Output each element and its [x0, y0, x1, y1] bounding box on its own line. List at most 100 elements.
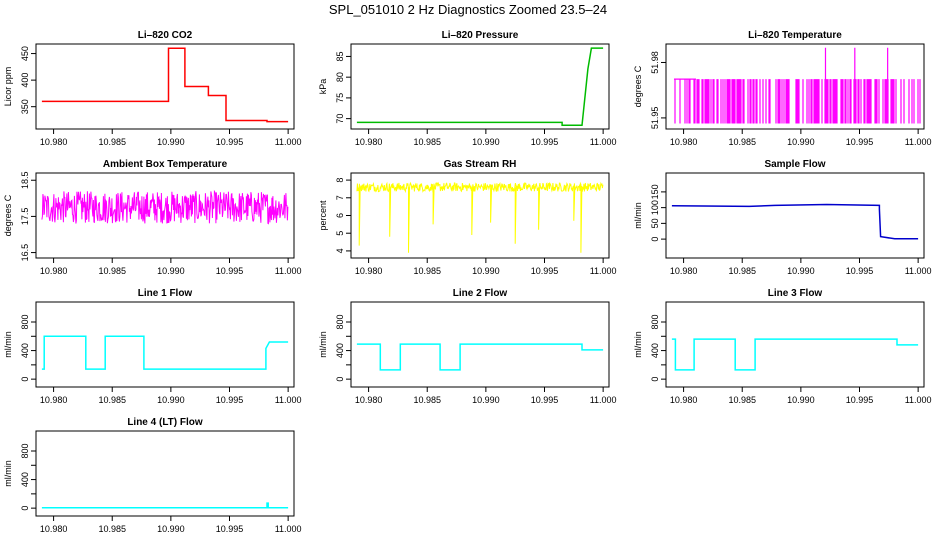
- panel-6-xtick-label: 10.990: [787, 266, 815, 276]
- panel-1-ytick-label: 350: [20, 99, 30, 114]
- panel-3-xtick-label: 10.990: [787, 137, 815, 147]
- panel-9-ytick-label: 400: [650, 343, 660, 358]
- panel-10-xtick-label: 10.990: [157, 524, 185, 534]
- panel-6-frame: [665, 172, 925, 259]
- panel-2-ytick-label: 70: [335, 114, 345, 124]
- panel-9-xtick-label: 10.980: [670, 395, 698, 405]
- panel-9-frame: [665, 301, 925, 388]
- panel-6-xtick-label: 11.000: [905, 266, 932, 276]
- panel-10-ytick-label: 400: [20, 472, 30, 487]
- panel-10-ytick-label: 800: [20, 443, 30, 458]
- panel-8-xtick-label: 10.995: [531, 395, 559, 405]
- panel-9-xtick-label: 10.995: [846, 395, 874, 405]
- panel-4-frame: [35, 172, 295, 259]
- page-title: SPL_051010 2 Hz Diagnostics Zoomed 23.5–…: [328, 2, 608, 17]
- panel-3-series-line: [674, 47, 921, 124]
- panel-5-xtick-label: 10.980: [355, 266, 383, 276]
- panel-3-xtick-label: 10.995: [846, 137, 874, 147]
- panel-4-series-line: [41, 189, 289, 225]
- panel-1-xtick-label: 10.985: [98, 137, 126, 147]
- panel-3-frame: [665, 43, 925, 130]
- panel-4-xtick-label: 10.990: [157, 266, 185, 276]
- panel-9-ytick-label: 800: [650, 314, 660, 329]
- panel-2-xtick-label: 11.000: [590, 137, 617, 147]
- panel-2-xtick-label: 10.995: [531, 137, 559, 147]
- panel-6-ytick-label: 100: [650, 200, 660, 215]
- panel-1-xtick-label: 11.000: [275, 137, 302, 147]
- panel-7-ytick-label: 400: [20, 343, 30, 358]
- panel-8-ytick-label: 0: [335, 377, 345, 382]
- panel-10-frame: [35, 430, 295, 517]
- panel-4-xtick-label: 11.000: [275, 266, 302, 276]
- panel-7-frame: [35, 301, 295, 388]
- panel-9-xtick-label: 10.990: [787, 395, 815, 405]
- panel-6-ytick-label: 50: [650, 218, 660, 228]
- panel-4-xtick-label: 10.995: [216, 266, 244, 276]
- panel-5-xtick-label: 10.995: [531, 266, 559, 276]
- panel-2-xtick-label: 10.985: [413, 137, 441, 147]
- panel-2-title: Li–820 Pressure: [442, 30, 519, 41]
- panel-9-xtick-label: 10.985: [728, 395, 756, 405]
- panel-7-ylabel: ml/min: [3, 331, 13, 358]
- panel-8-xtick-label: 10.990: [472, 395, 500, 405]
- panel-7-xtick-label: 10.990: [157, 395, 185, 405]
- panel-2-xtick-label: 10.990: [472, 137, 500, 147]
- panel-7-xtick-label: 10.995: [216, 395, 244, 405]
- panel-3-xtick-label: 10.985: [728, 137, 756, 147]
- panel-7-ytick-label: 800: [20, 314, 30, 329]
- panel-6-title: Sample Flow: [764, 159, 825, 170]
- panel-6-xtick-label: 10.995: [846, 266, 874, 276]
- panel-2-frame: [350, 43, 610, 130]
- panel-2-xtick-label: 10.980: [355, 137, 383, 147]
- panel-1-xtick-label: 10.990: [157, 137, 185, 147]
- panel-5-ytick-label: 4: [335, 248, 345, 253]
- panel-5-title: Gas Stream RH: [444, 159, 517, 170]
- panel-2-series-line: [356, 47, 604, 127]
- panel-8-xtick-label: 10.980: [355, 395, 383, 405]
- panel-3-ytick-label: 51.98: [650, 51, 660, 74]
- panel-5-ylabel: percent: [318, 200, 328, 231]
- panel-8-frame: [350, 301, 610, 388]
- panel-6-ytick-label: 150: [650, 184, 660, 199]
- panel-10-xtick-label: 11.000: [275, 524, 302, 534]
- panel-2-ytick-label: 75: [335, 93, 345, 103]
- panel-7-series-line: [41, 335, 289, 370]
- panel-7-title: Line 1 Flow: [138, 288, 193, 299]
- panel-5-ytick-label: 7: [335, 195, 345, 200]
- panel-8-ytick-label: 800: [335, 314, 345, 329]
- panel-1-ytick-label: 400: [20, 73, 30, 88]
- panel-7-xtick-label: 10.980: [40, 395, 68, 405]
- panel-5-ytick-label: 8: [335, 178, 345, 183]
- panel-2-ytick-label: 85: [335, 51, 345, 61]
- panel-10-ylabel: ml/min: [3, 460, 13, 487]
- panel-3-ytick-label: 51.95: [650, 107, 660, 130]
- panel-4-xtick-label: 10.980: [40, 266, 68, 276]
- panel-5-xtick-label: 10.990: [472, 266, 500, 276]
- panel-7-xtick-label: 10.985: [98, 395, 126, 405]
- panel-2-ytick-label: 80: [335, 72, 345, 82]
- panel-6-ytick-label: 0: [650, 237, 660, 242]
- panel-7-xtick-label: 11.000: [275, 395, 302, 405]
- panel-3-title: Li–820 Temperature: [748, 30, 842, 41]
- panel-3-ylabel: degrees C: [633, 65, 643, 107]
- panel-1-xtick-label: 10.980: [40, 137, 68, 147]
- panel-7-ytick-label: 0: [20, 377, 30, 382]
- panel-10-xtick-label: 10.980: [40, 524, 68, 534]
- panel-6-series-line: [671, 203, 919, 240]
- panel-5-series-line: [356, 181, 604, 253]
- panel-4-title: Ambient Box Temperature: [103, 159, 228, 170]
- panel-5-xtick-label: 11.000: [590, 266, 617, 276]
- panel-6-ylabel: ml/min: [633, 202, 643, 229]
- panel-5-xtick-label: 10.985: [413, 266, 441, 276]
- panel-1-ytick-label: 450: [20, 46, 30, 61]
- panel-9-xtick-label: 11.000: [905, 395, 932, 405]
- panel-8-xtick-label: 11.000: [590, 395, 617, 405]
- panel-8-ytick-label: 400: [335, 343, 345, 358]
- panel-9-ytick-label: 0: [650, 377, 660, 382]
- panel-1-xtick-label: 10.995: [216, 137, 244, 147]
- panel-3-xtick-label: 11.000: [905, 137, 932, 147]
- panel-8-xtick-label: 10.985: [413, 395, 441, 405]
- panel-2-ylabel: kPa: [318, 79, 328, 95]
- panel-5-ytick-label: 5: [335, 231, 345, 236]
- panel-4-xtick-label: 10.985: [98, 266, 126, 276]
